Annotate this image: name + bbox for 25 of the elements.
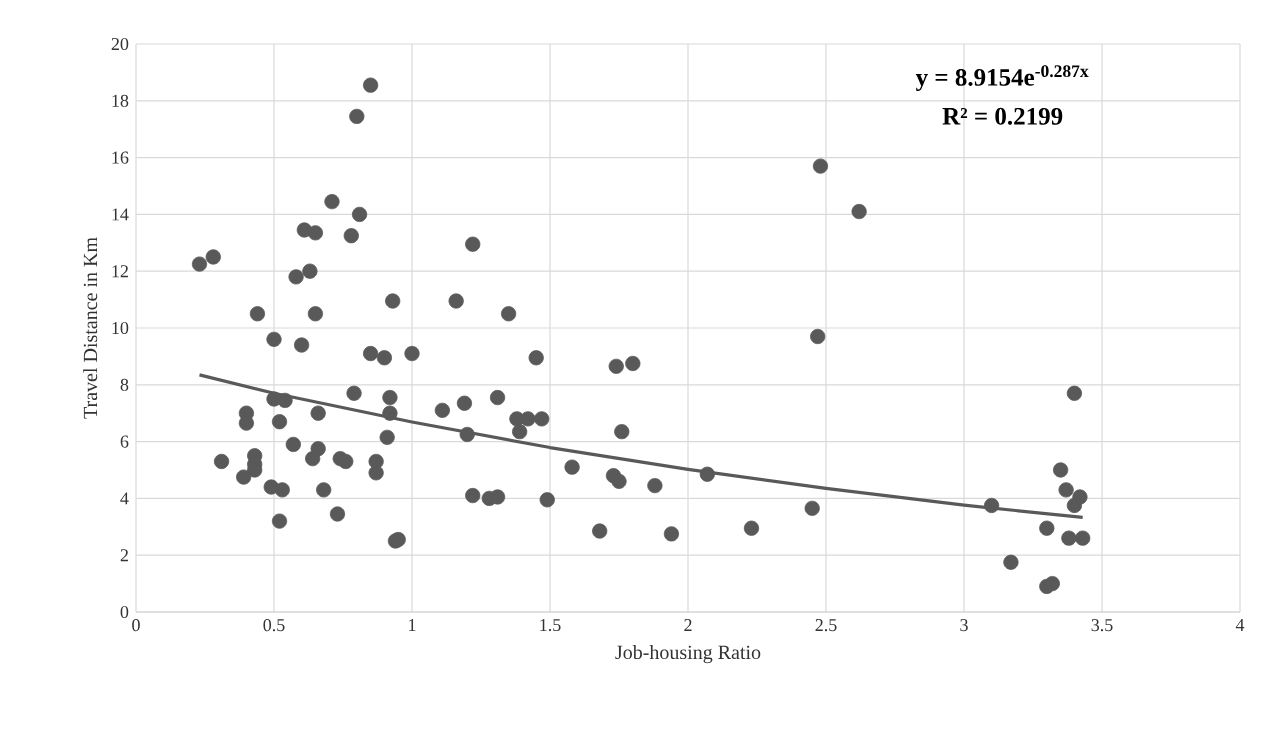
annotation: R² = 0.2199 [942, 107, 1063, 125]
y-tick-label: 8 [120, 378, 129, 391]
y-tick-label: 14 [112, 208, 129, 221]
x-tick-label: 3.5 [1091, 619, 1113, 632]
x-tick-label: 0 [132, 619, 140, 632]
y-tick-label: 4 [120, 492, 129, 505]
x-tick-label: 4 [1235, 619, 1245, 631]
y-tick-label: 0 [120, 605, 129, 619]
y-tick-label: 12 [112, 265, 128, 278]
x-tick-label: 2 [684, 619, 692, 631]
x-tick-label: 0.5 [263, 619, 285, 632]
x-axis-title: Job-housing Ratio [615, 644, 761, 664]
x-tick-label: 1 [409, 619, 416, 631]
x-tick-label: 3 [960, 619, 968, 632]
y-tick-label: 2 [120, 549, 128, 562]
y-tick-label: 16 [112, 151, 129, 164]
x-tick-label: 1.5 [540, 619, 561, 632]
y-tick-label: 20 [111, 37, 129, 51]
y-tick-label: 6 [120, 435, 129, 448]
y-axis-title: Travel Distance in Km [83, 237, 98, 419]
x-tick-label: 2.5 [815, 619, 837, 632]
text: y = 8.9154e$^{-0.287x}$ [915, 65, 1089, 91]
line-series [197, 373, 1085, 520]
y-tick-label: 18 [112, 94, 129, 107]
y-tick-label: 10 [112, 321, 129, 335]
